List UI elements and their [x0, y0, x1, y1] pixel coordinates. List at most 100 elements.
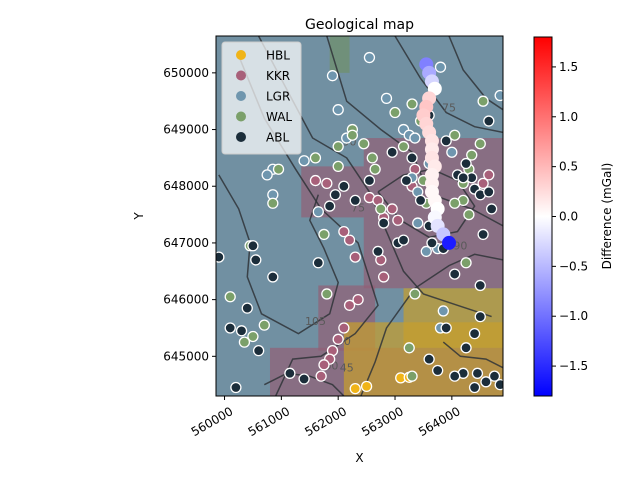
station-point-wal [318, 228, 330, 241]
x-tick-label: 561000 [246, 404, 293, 439]
station-point-abl [460, 342, 472, 354]
station-point-lgr [332, 104, 344, 116]
station-point-abl [324, 200, 336, 212]
station-point-kkr [392, 214, 404, 226]
station-point-abl [440, 135, 452, 147]
station-point-wal [321, 288, 333, 300]
station-point-abl [329, 189, 341, 201]
station-point-kkr [315, 370, 327, 382]
station-point-lgr [326, 70, 339, 82]
legend: HBL KKR LGR WAL ABL [221, 41, 302, 155]
x-axis: 560000 561000 562000 563000 564000 [189, 396, 463, 439]
y-tick-label: 650000 [163, 66, 209, 80]
station-point-kkr [332, 333, 344, 345]
y-tick-label: 649000 [163, 123, 209, 137]
station-point-kkr [352, 293, 364, 306]
station-point-wal [463, 208, 475, 221]
colorbar-label: Difference (mGal) [600, 163, 614, 270]
legend-marker-lgr [236, 91, 246, 101]
station-point-kkr [338, 225, 350, 238]
station-point-kkr [338, 322, 350, 334]
station-point-abl [386, 146, 398, 158]
y-axis: 645000 646000 647000 648000 649000 650000 [163, 66, 216, 363]
station-point-abl [252, 344, 265, 357]
contour-line [360, 253, 503, 396]
y-tick-label: 648000 [163, 179, 209, 193]
contour-line [263, 372, 345, 396]
colorbar-tick-label: 1.0 [559, 110, 578, 124]
station-point-abl [216, 251, 225, 263]
station-point-abl [449, 370, 461, 382]
station-point-wal [346, 129, 359, 141]
legend-label-hbl: HBL [266, 49, 290, 63]
contour-line [218, 174, 339, 335]
station-point-lgr [380, 92, 393, 105]
station-point-abl [250, 254, 262, 266]
legend-marker-abl [236, 132, 246, 142]
station-point-abl [298, 373, 310, 385]
station-point-abl [483, 186, 495, 198]
contour-label: 75 [442, 101, 456, 114]
station-point-abl [363, 174, 376, 187]
station-point-wal [224, 291, 236, 303]
station-point-wal [406, 370, 418, 382]
station-point-lgr [420, 245, 432, 258]
station-point-wal [477, 95, 489, 107]
y-tick-label: 645000 [163, 349, 209, 363]
station-point-kkr [343, 299, 356, 311]
station-point-abl [423, 353, 435, 365]
contour-line [448, 36, 503, 111]
station-point-abl [474, 310, 486, 323]
y-axis-label: Y [132, 212, 146, 221]
station-point-wal [309, 152, 322, 164]
station-point-wal [247, 330, 259, 343]
station-point-kkr [477, 177, 489, 190]
station-point-wal [238, 336, 251, 348]
station-point-wal [375, 203, 387, 215]
station-layer [216, 51, 503, 395]
station-point-abl [457, 172, 469, 184]
colorbar-gradient [533, 36, 553, 397]
station-point-wal [332, 140, 344, 153]
colorbar-tick-label: −1.0 [559, 309, 588, 323]
station-point-kkr [349, 251, 361, 263]
colorbar-tick-label: −1.5 [559, 359, 588, 373]
station-point-abl [468, 381, 481, 394]
station-point-wal [369, 163, 381, 175]
y-tick-label: 647000 [163, 236, 209, 250]
contour-line [442, 341, 503, 369]
chart-title: Geological map [305, 17, 414, 33]
x-tick-label: 560000 [189, 404, 236, 439]
station-point-wal [449, 129, 461, 141]
station-point-hbl [349, 382, 361, 395]
station-point-abl [338, 180, 350, 192]
colorbar-tick-label: 0.5 [559, 160, 578, 174]
x-axis-label: X [355, 451, 363, 465]
geology-region-hbl [403, 288, 503, 348]
station-point-lgr [298, 155, 310, 167]
station-point-abl [247, 240, 259, 252]
station-point-lgr [446, 146, 458, 158]
station-point-wal [258, 319, 270, 331]
station-point-kkr [321, 177, 333, 190]
station-point-abl [397, 234, 410, 246]
station-point-abl [488, 370, 501, 382]
station-point-abl [414, 194, 427, 207]
station-point-wal [366, 152, 378, 164]
contour-line [394, 36, 503, 134]
station-point-lgr [312, 206, 324, 218]
station-point-wal [409, 288, 421, 300]
station-point-lgr [437, 305, 449, 317]
plot-frame [215, 35, 504, 397]
gravity-layer [416, 57, 457, 250]
station-point-abl [431, 364, 444, 377]
station-point-kkr [378, 271, 390, 283]
station-point-abl [449, 268, 461, 280]
contour-label: 90 [453, 240, 467, 253]
station-point-wal [466, 149, 478, 161]
colorbar-ticks: −1.5 −1.0 −0.5 0.0 0.5 1.0 1.5 [552, 60, 588, 373]
station-point-abl [312, 257, 324, 269]
station-point-lgr [494, 89, 503, 102]
legend-label-wal: WAL [266, 110, 292, 124]
station-point-abl [483, 115, 495, 127]
